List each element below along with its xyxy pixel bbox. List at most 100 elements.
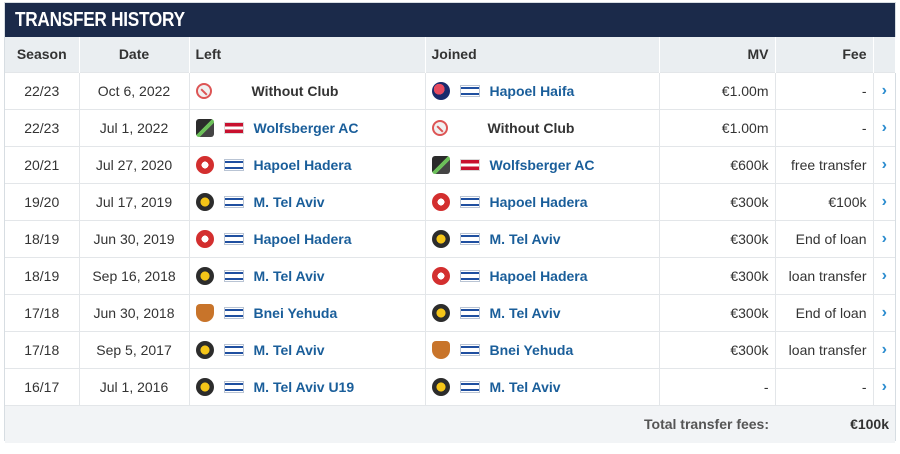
row-detail-link[interactable]: › [873,182,895,220]
maccabi-crest-icon[interactable] [431,229,450,248]
israel-flag-icon [223,380,244,393]
joined-club-name[interactable]: Hapoel Haifa [489,82,575,99]
table-row[interactable]: 20/21 Jul 27, 2020 Hapoel Hadera Wolfsbe… [5,145,895,183]
left-club-name[interactable]: Hapoel Hadera [253,230,352,247]
fee-cell: End of loan [775,219,874,257]
israel-flag-icon [459,306,480,319]
left-club-name: Without Club [251,82,339,99]
left-club-name[interactable]: M. Tel Aviv [253,341,325,358]
joined-club-name[interactable]: M. Tel Aviv [489,378,561,395]
date-cell: Oct 6, 2022 [79,71,190,109]
left-club-name[interactable]: M. Tel Aviv [253,193,325,210]
row-detail-link[interactable]: › [873,293,895,331]
row-detail-link[interactable]: › [873,108,895,146]
bnei-yehuda-crest-icon[interactable] [195,303,214,322]
hapoel-hadera-crest-icon[interactable] [431,266,450,285]
table-row[interactable]: 19/20 Jul 17, 2019 M. Tel Aviv Hapoel Ha… [5,182,895,220]
left-club-cell: M. Tel Aviv [189,182,426,220]
table-row[interactable]: 22/23 Jul 1, 2022 Wolfsberger AC Without… [5,108,895,146]
season-cell: 22/23 [5,71,80,109]
row-detail-link[interactable]: › [873,145,895,183]
joined-club-name[interactable]: Hapoel Hadera [489,193,588,210]
joined-club-name[interactable]: M. Tel Aviv [489,230,561,247]
table-header-row: Season Date Left Joined MV Fee [5,37,896,72]
israel-flag-icon [223,269,244,282]
date-cell: Jun 30, 2019 [79,219,190,257]
market-value-cell: €600k [659,145,776,183]
date-cell: Sep 16, 2018 [79,256,190,294]
col-left[interactable]: Left [189,37,426,72]
table-row[interactable]: 16/17 Jul 1, 2016 M. Tel Aviv U19 M. Tel… [5,367,895,405]
transfer-history-box: TRANSFER HISTORY Season Date Left Joined… [4,2,896,443]
market-value-cell: €300k [659,330,776,368]
fee-cell: €100k [775,182,874,220]
left-club-cell: M. Tel Aviv U19 [189,367,426,405]
season-cell: 17/18 [5,330,80,368]
hapoel-hadera-crest-icon[interactable] [431,192,450,211]
israel-flag-icon [223,195,244,208]
col-season[interactable]: Season [5,37,80,72]
season-cell: 18/19 [5,219,80,257]
chevron-right-icon[interactable]: › [881,266,887,284]
left-club-cell: Bnei Yehuda [189,293,426,331]
joined-club-name[interactable]: Wolfsberger AC [489,156,595,173]
row-detail-link[interactable]: › [873,256,895,294]
israel-flag-icon [459,84,480,97]
joined-club-cell: Without Club [425,108,660,146]
chevron-right-icon[interactable]: › [881,118,887,136]
maccabi-crest-icon[interactable] [431,377,450,396]
israel-flag-icon [223,306,244,319]
joined-club-name[interactable]: M. Tel Aviv [489,304,561,321]
table-row[interactable]: 17/18 Sep 5, 2017 M. Tel Aviv Bnei Yehud… [5,330,895,368]
table-row[interactable]: 18/19 Jun 30, 2019 Hapoel Hadera M. Tel … [5,219,895,257]
no-club-crest-icon[interactable] [431,119,448,136]
austria-flag-icon [459,158,480,171]
table-row[interactable]: 18/19 Sep 16, 2018 M. Tel Aviv Hapoel Ha… [5,256,895,294]
fee-cell: End of loan [775,293,874,331]
joined-club-name[interactable]: Hapoel Hadera [489,267,588,284]
joined-club-name[interactable]: Bnei Yehuda [489,341,574,358]
row-detail-link[interactable]: › [873,367,895,405]
table-row[interactable]: 17/18 Jun 30, 2018 Bnei Yehuda M. Tel Av… [5,293,895,331]
no-club-crest-icon[interactable] [195,82,212,99]
section-title: TRANSFER HISTORY [15,8,185,31]
left-club-cell: M. Tel Aviv [189,330,426,368]
chevron-right-icon[interactable]: › [881,192,887,210]
chevron-right-icon[interactable]: › [881,229,887,247]
date-cell: Jul 17, 2019 [79,182,190,220]
col-fee[interactable]: Fee [775,37,874,72]
row-detail-link[interactable]: › [873,71,895,109]
chevron-right-icon[interactable]: › [881,155,887,173]
left-club-name[interactable]: Wolfsberger AC [253,119,359,136]
wolfsberger-crest-icon[interactable] [195,118,214,137]
chevron-right-icon[interactable]: › [881,81,887,99]
left-club-name[interactable]: Hapoel Hadera [253,156,352,173]
season-cell: 22/23 [5,108,80,146]
col-mv[interactable]: MV [659,37,776,72]
chevron-right-icon[interactable]: › [881,340,887,358]
row-detail-link[interactable]: › [873,330,895,368]
maccabi-crest-icon[interactable] [195,377,214,396]
bnei-yehuda-crest-icon[interactable] [431,340,450,359]
left-club-name[interactable]: M. Tel Aviv [253,267,325,284]
maccabi-crest-icon[interactable] [195,340,214,359]
left-club-name[interactable]: Bnei Yehuda [253,304,338,321]
col-joined[interactable]: Joined [425,37,660,72]
hapoel-hadera-crest-icon[interactable] [195,229,214,248]
hapoel-haifa-crest-icon[interactable] [431,81,450,100]
chevron-right-icon[interactable]: › [881,303,887,321]
wolfsberger-crest-icon[interactable] [431,155,450,174]
totals-value: €100k [775,404,895,443]
hapoel-hadera-crest-icon[interactable] [195,155,214,174]
market-value-cell: €300k [659,182,776,220]
col-date[interactable]: Date [79,37,190,72]
market-value-cell: €300k [659,256,776,294]
table-row[interactable]: 22/23 Oct 6, 2022 Without Club Hapoel Ha… [5,71,895,109]
maccabi-crest-icon[interactable] [431,303,450,322]
left-club-name[interactable]: M. Tel Aviv U19 [253,378,355,395]
maccabi-crest-icon[interactable] [195,266,214,285]
maccabi-crest-icon[interactable] [195,192,214,211]
israel-flag-icon [459,269,480,282]
chevron-right-icon[interactable]: › [881,377,887,395]
row-detail-link[interactable]: › [873,219,895,257]
